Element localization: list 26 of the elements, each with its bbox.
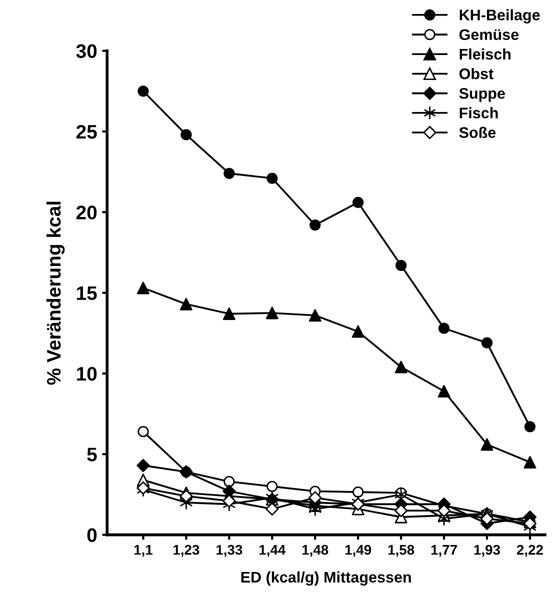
legend-label: Fleisch	[460, 48, 510, 60]
x-tick-label: 1,49	[345, 544, 372, 557]
legend-label: Fisch	[460, 107, 498, 118]
x-tick-label: 1,77	[431, 545, 457, 557]
y-axis-title: % Veränderung kcal	[46, 202, 65, 385]
y-tick-label: 25	[76, 124, 97, 139]
y-tick-label: 30	[76, 44, 97, 58]
y-tick-label: 5	[87, 448, 97, 462]
x-tick-label: 1,44	[259, 545, 286, 557]
x-tick-label: 1,58	[388, 544, 414, 557]
x-tick-label: 1,33	[216, 544, 242, 557]
x-tick-label: 1,93	[474, 544, 500, 557]
y-tick-label: 0	[87, 528, 97, 542]
y-tick-label: 20	[76, 206, 97, 220]
x-tick-label: 1,48	[302, 544, 328, 557]
legend-label: KH-Beilage	[460, 9, 540, 24]
legend-label: Suppe	[459, 88, 505, 102]
x-axis-title: ED (kcal/g) Mittagessen	[241, 571, 411, 586]
y-tick-label: 10	[76, 366, 97, 381]
x-tick-label: 1,1	[134, 545, 152, 557]
legend-label: Soße	[459, 126, 496, 138]
legend-label: Gemüse	[459, 29, 519, 40]
x-tick-label: 2,22	[516, 544, 543, 557]
y-tick-label: 15	[76, 286, 97, 300]
legend-label: Obst	[459, 68, 494, 80]
x-tick-label: 1,23	[174, 544, 200, 557]
